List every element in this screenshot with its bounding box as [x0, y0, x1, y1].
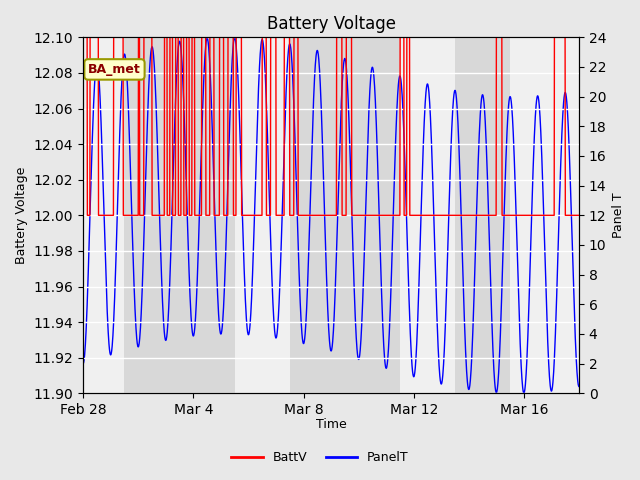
- Y-axis label: Battery Voltage: Battery Voltage: [15, 167, 28, 264]
- Text: BA_met: BA_met: [88, 63, 141, 76]
- Y-axis label: Panel T: Panel T: [612, 192, 625, 238]
- X-axis label: Time: Time: [316, 419, 346, 432]
- Bar: [455, 37, 510, 393]
- Bar: [124, 37, 235, 393]
- Legend: BattV, PanelT: BattV, PanelT: [227, 446, 413, 469]
- Title: Battery Voltage: Battery Voltage: [267, 15, 396, 33]
- Bar: [290, 37, 400, 393]
